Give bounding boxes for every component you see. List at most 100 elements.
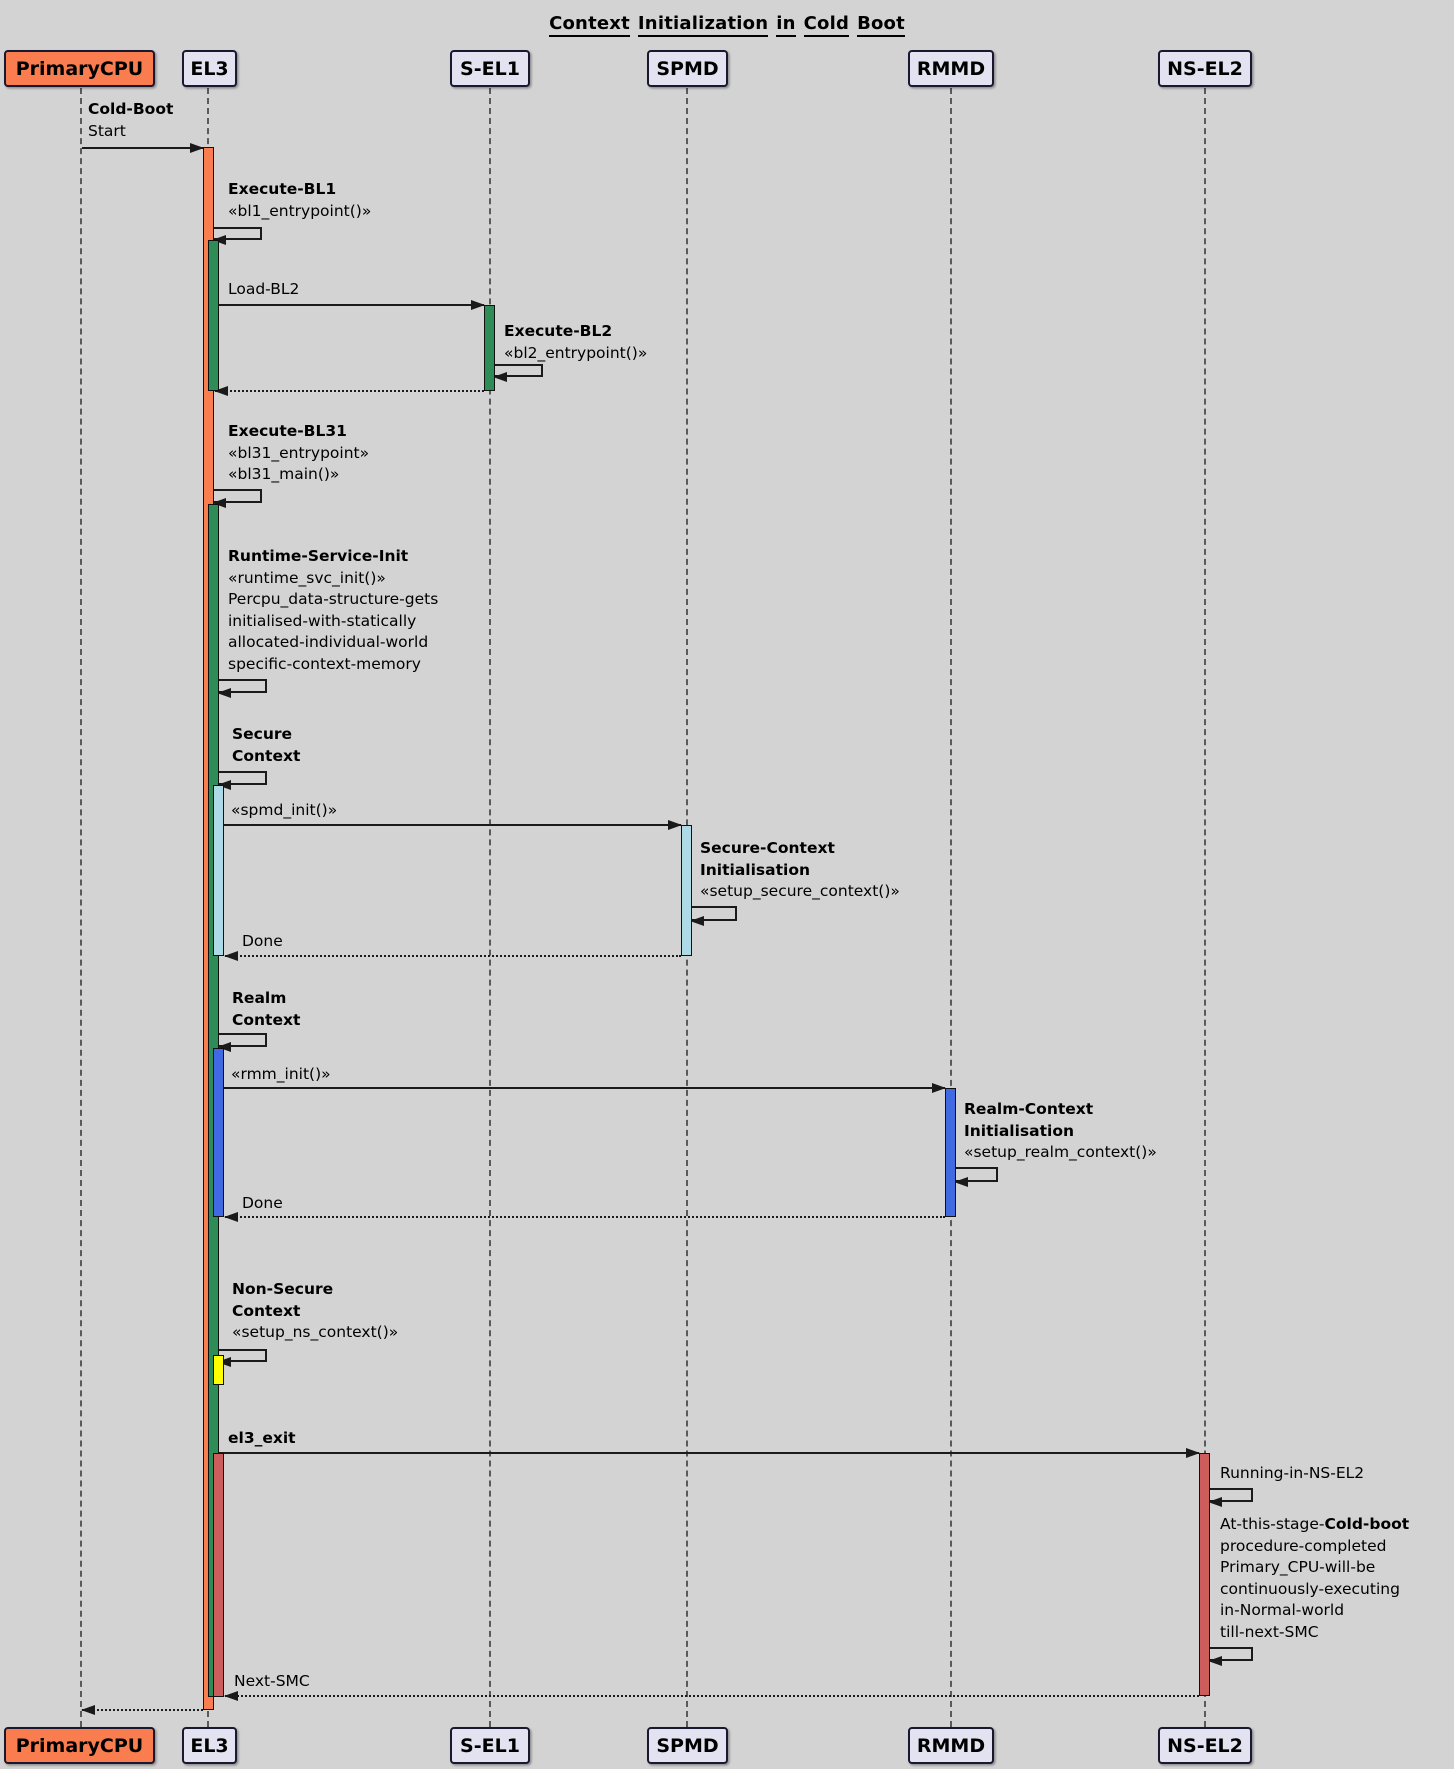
arrow-el3-exit xyxy=(219,1448,1200,1458)
label-line: Execute-BL1 xyxy=(228,180,337,198)
activation-s-el1-bl2 xyxy=(484,305,495,391)
arrowhead-icon xyxy=(668,820,682,830)
activation-el3-exit xyxy=(213,1453,224,1697)
title-word: Context xyxy=(549,13,630,37)
label-line: continuously-executing xyxy=(1220,1579,1400,1598)
self-arrow-setup-secure-context xyxy=(690,906,737,926)
participant-primarycpu-bottom: PrimaryCPU xyxy=(4,1727,155,1764)
arrowhead-icon xyxy=(214,386,228,396)
label-line: Next-SMC xyxy=(234,1672,310,1690)
arrowhead-icon xyxy=(217,780,231,790)
arrowhead-icon xyxy=(217,688,231,698)
activation-el3-realm-context xyxy=(213,1048,224,1217)
activation-rmmd xyxy=(945,1088,956,1217)
arrowhead-icon xyxy=(212,498,226,508)
arrowhead-icon xyxy=(1186,1448,1200,1458)
label-line: Initialisation xyxy=(700,860,811,879)
title-word: Initialization xyxy=(637,13,769,37)
label-line: «setup_ns_context()» xyxy=(232,1323,399,1341)
label-line: Secure xyxy=(232,725,293,743)
arrow-load-bl2 xyxy=(219,300,485,310)
arrow-return-primarycpu xyxy=(81,1705,203,1715)
label-line: «rmm_init()» xyxy=(231,1065,331,1083)
label-line: Realm-Context xyxy=(964,1100,1094,1118)
arrow-return-bl2 xyxy=(214,386,484,396)
self-arrow-setup-ns-context xyxy=(217,1349,267,1367)
participant-rmmd-top: RMMD xyxy=(908,50,994,87)
label-line: «spmd_init()» xyxy=(231,801,338,819)
activation-el3-bl1 xyxy=(208,240,219,391)
arrowhead-icon xyxy=(224,1212,238,1222)
label-line: Running-in-NS-EL2 xyxy=(1220,1464,1365,1482)
label-line: specific-context-memory xyxy=(228,654,421,673)
arrowhead-icon xyxy=(81,1705,95,1715)
self-arrow-setup-realm-context xyxy=(954,1167,998,1187)
participant-s-el1-top: S-EL1 xyxy=(450,50,530,87)
label-non-secure-context: Non-Secure Context «setup_ns_context()» xyxy=(232,1279,398,1344)
label-line: «bl31_main()» xyxy=(228,465,340,483)
arrow-cold-boot-start xyxy=(82,143,204,153)
label-line: Cold-Boot xyxy=(88,100,174,118)
arrowhead-icon xyxy=(217,1357,231,1367)
label-execute-bl1: Execute-BL1 «bl1_entrypoint()» xyxy=(228,179,371,222)
label-done-rmmd: Done xyxy=(242,1193,283,1215)
activation-el3-secure-context xyxy=(213,785,224,956)
label-line: el3_exit xyxy=(228,1429,296,1447)
arrow-spmd-init xyxy=(224,820,682,830)
participant-s-el1-bottom: S-EL1 xyxy=(450,1727,530,1764)
title-word: Cold xyxy=(803,13,850,37)
label-line: Context xyxy=(232,1301,301,1320)
label-line: «runtime_svc_init()» xyxy=(228,568,386,587)
diagram-title: Context Initialization in Cold Boot xyxy=(0,13,1454,37)
participant-spmd-top: SPMD xyxy=(647,50,728,87)
label-line: Done xyxy=(242,1194,283,1212)
self-arrow-execute-bl2 xyxy=(493,364,543,382)
self-arrow-runtime-service-init xyxy=(217,679,267,698)
label-line: Realm xyxy=(232,989,287,1007)
arrowhead-icon xyxy=(1208,1497,1222,1507)
label-line: At-this-stage-Cold-boot xyxy=(1220,1514,1409,1536)
arrow-next-smc xyxy=(224,1691,1199,1701)
self-arrow-execute-bl1 xyxy=(212,227,262,245)
label-line: Non-Secure xyxy=(232,1280,334,1298)
label-next-smc: Next-SMC xyxy=(234,1671,310,1693)
label-line: Initialisation xyxy=(964,1121,1075,1140)
label-line: Context xyxy=(232,746,301,765)
label-cold-boot-start: Cold-Boot Start xyxy=(88,99,173,142)
label-line: «bl2_entrypoint()» xyxy=(504,343,648,362)
label-line: Percpu_data-structure-gets xyxy=(228,590,439,608)
label-line: Load-BL2 xyxy=(228,280,300,298)
activation-el3-ns-context xyxy=(213,1355,224,1385)
self-arrow-execute-bl31 xyxy=(212,489,262,508)
label-running-in-ns-el2: Running-in-NS-EL2 xyxy=(1220,1463,1364,1485)
participant-ns-el2-bottom: NS-EL2 xyxy=(1158,1727,1252,1764)
label-el3-exit: el3_exit xyxy=(228,1428,296,1450)
arrowhead-icon xyxy=(1208,1656,1222,1666)
label-cold-boot-complete-note: At-this-stage-Cold-boot procedure-comple… xyxy=(1220,1514,1409,1643)
arrowhead-icon xyxy=(932,1083,946,1093)
lifeline-rmmd xyxy=(950,88,952,1727)
label-line: Context xyxy=(232,1010,301,1029)
participant-spmd-bottom: SPMD xyxy=(647,1727,728,1764)
arrowhead-icon xyxy=(954,1177,968,1187)
arrowhead-icon xyxy=(224,951,238,961)
self-arrow-till-next-smc xyxy=(1208,1647,1253,1666)
title-word: in xyxy=(776,13,796,37)
label-part: Cold-boot xyxy=(1324,1515,1410,1533)
label-execute-bl31: Execute-BL31 «bl31_entrypoint» «bl31_mai… xyxy=(228,421,369,486)
arrow-done-rmmd xyxy=(224,1212,945,1222)
arrowhead-icon xyxy=(217,1042,231,1052)
label-line: «setup_realm_context()» xyxy=(964,1143,1157,1161)
arrowhead-icon xyxy=(212,235,226,245)
label-line: Execute-BL31 xyxy=(228,422,347,440)
self-arrow-secure-context xyxy=(217,771,267,790)
title-word: Boot xyxy=(857,13,905,37)
label-realm-context-init: Realm-Context Initialisation «setup_real… xyxy=(964,1099,1157,1164)
lifeline-primarycpu xyxy=(80,88,82,1727)
participant-primarycpu-top: PrimaryCPU xyxy=(4,50,155,87)
label-line: «bl31_entrypoint» xyxy=(228,443,370,462)
label-line: allocated-individual-world xyxy=(228,633,429,651)
arrowhead-icon xyxy=(471,300,485,310)
participant-rmmd-bottom: RMMD xyxy=(908,1727,994,1764)
